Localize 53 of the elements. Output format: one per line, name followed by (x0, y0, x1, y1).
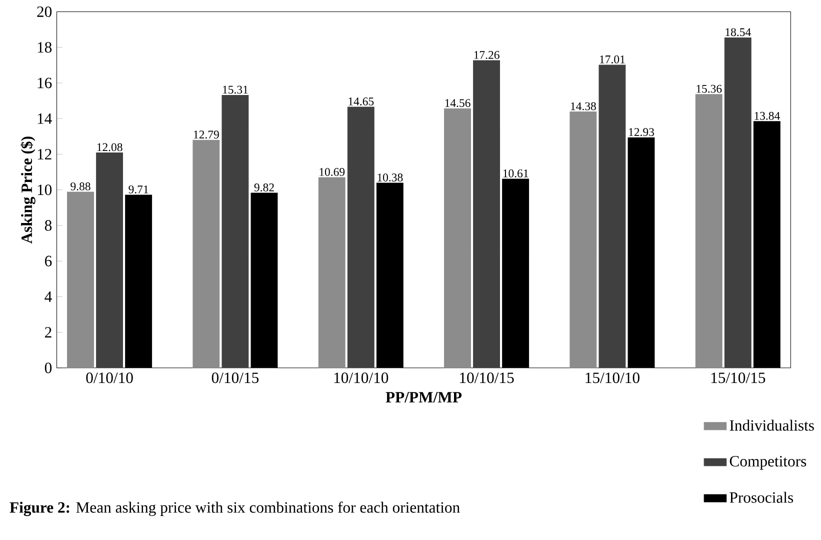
data-label: 12.08 (97, 143, 122, 152)
data-label: 10.61 (503, 169, 528, 178)
data-label: 17.26 (474, 50, 500, 59)
bar (724, 37, 752, 368)
bar (473, 60, 500, 368)
x-tick-label: 10/10/15 (460, 372, 514, 384)
y-tick-label: 6 (45, 256, 52, 266)
x-tick-label: 0/10/10 (86, 372, 133, 384)
data-label: 10.69 (320, 168, 345, 176)
data-label: 12.93 (629, 128, 654, 136)
legend-label: Prosocials (730, 492, 794, 503)
bar (502, 178, 530, 368)
bar (628, 137, 655, 368)
bar (222, 94, 249, 368)
x-tick-label: 15/10/15 (711, 372, 766, 384)
text: Figure 2: Mean asking price with six combinations for each orientation (10, 502, 460, 516)
y-tick-label: 0 (44, 362, 52, 374)
data-label: 14.38 (570, 102, 596, 110)
data-label: 12.79 (194, 130, 219, 139)
y-axis-title: Asking Price ($) (20, 136, 36, 244)
x-axis-title: PP/PM/MP (386, 392, 462, 402)
y-tick-label: 2 (45, 327, 52, 338)
legend-label: Competitors (730, 456, 806, 470)
bar (753, 121, 780, 368)
data-label: 9.82 (254, 183, 274, 192)
y-tick-label: 8 (44, 220, 52, 231)
y-tick-label: 14 (38, 113, 52, 124)
x-tick-label: 0/10/15 (212, 372, 259, 384)
bar (250, 192, 278, 368)
bar (125, 194, 152, 368)
x-tick-label: 15/10/10 (586, 372, 640, 384)
data-label: 9.88 (70, 182, 90, 190)
bar (96, 152, 124, 368)
data-label: 17.01 (600, 55, 625, 64)
y-tick-label: 20 (37, 6, 52, 17)
data-label: 10.38 (378, 173, 403, 182)
bar (598, 64, 626, 368)
bar (347, 106, 374, 368)
y-tick-label: 12 (38, 148, 52, 160)
data-label: 13.84 (754, 112, 780, 120)
data-label: 15.36 (696, 84, 722, 93)
data-label: 14.65 (348, 97, 374, 106)
y-tick-label: 10 (38, 184, 52, 196)
data-label: 14.56 (445, 99, 470, 107)
legend-label: Individualists (730, 420, 814, 431)
data-label: 18.54 (726, 28, 751, 36)
y-tick-label: 16 (38, 78, 52, 88)
y-tick-label: 4 (44, 291, 52, 302)
bar (376, 182, 404, 368)
y-tick-label: 18 (38, 42, 52, 53)
data-label: 9.71 (128, 185, 148, 194)
x-tick-label: 10/10/10 (334, 372, 388, 384)
data-label: 15.31 (223, 86, 248, 94)
